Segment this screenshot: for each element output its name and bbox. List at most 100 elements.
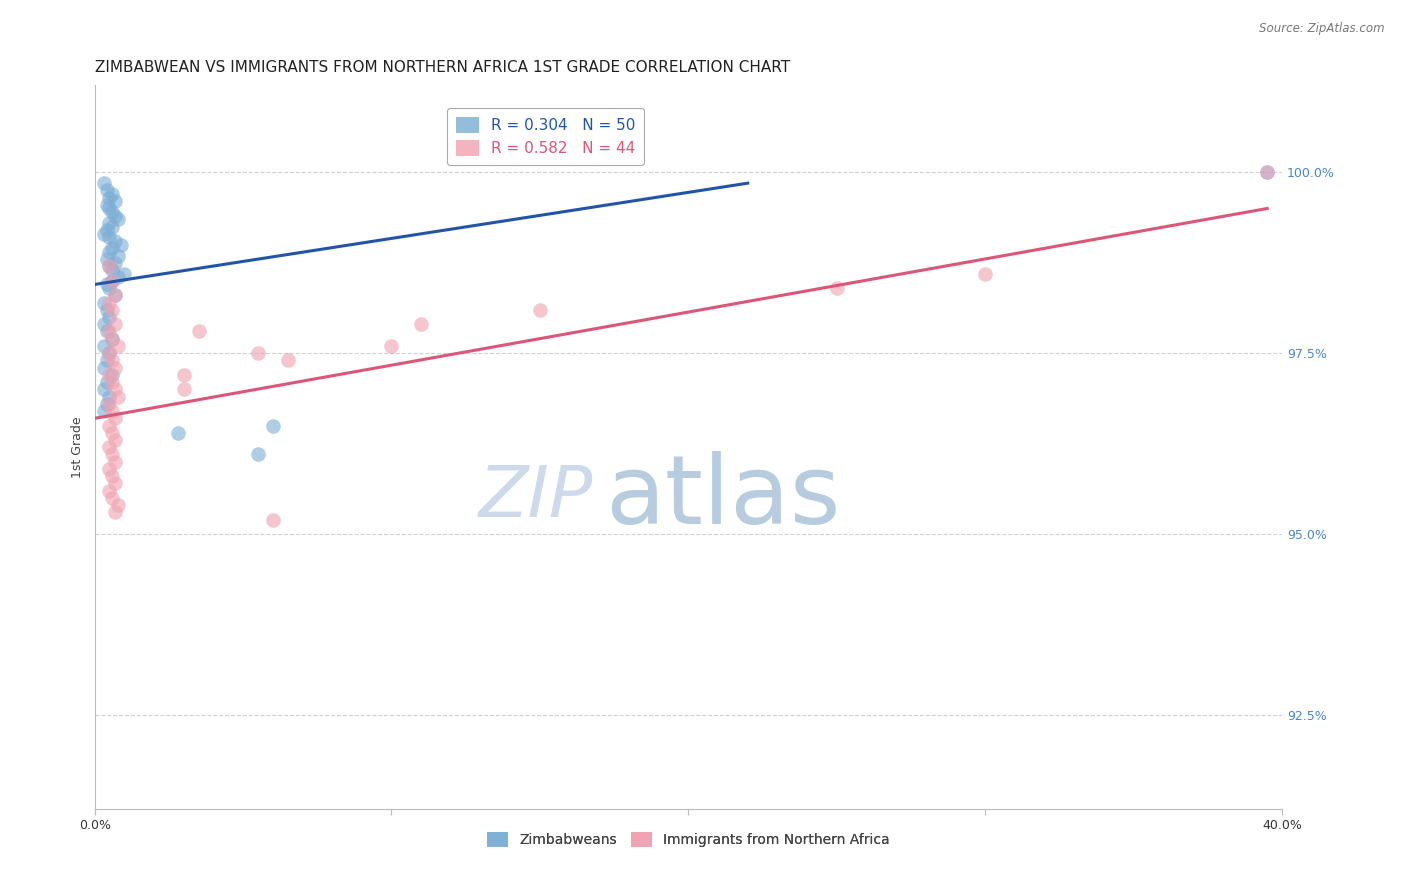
Point: [107, 270, 129, 285]
Text: atlas: atlas: [605, 451, 841, 544]
Point: [96, 397, 118, 411]
Point: [1256, 165, 1278, 179]
Point: [173, 368, 195, 382]
Point: [98, 260, 121, 274]
Point: [98, 483, 121, 498]
Point: [96, 198, 118, 212]
Legend: Zimbabweans, Immigrants from Northern Africa: Zimbabweans, Immigrants from Northern Af…: [482, 826, 894, 853]
Point: [380, 339, 402, 353]
Point: [98, 325, 121, 339]
Point: [98, 244, 121, 259]
Point: [166, 425, 188, 440]
Point: [98, 281, 121, 295]
Point: [101, 368, 124, 382]
Point: [96, 302, 118, 317]
Point: [98, 390, 121, 404]
Point: [101, 274, 124, 288]
Y-axis label: 1st Grade: 1st Grade: [72, 417, 84, 478]
Text: ZIMBABWEAN VS IMMIGRANTS FROM NORTHERN AFRICA 1ST GRADE CORRELATION CHART: ZIMBABWEAN VS IMMIGRANTS FROM NORTHERN A…: [94, 60, 790, 75]
Point: [93, 382, 115, 396]
Point: [110, 237, 132, 252]
Point: [101, 469, 124, 483]
Point: [101, 274, 124, 288]
Point: [98, 191, 121, 205]
Point: [98, 230, 121, 244]
Point: [101, 187, 124, 202]
Point: [96, 223, 118, 237]
Point: [96, 277, 118, 292]
Point: [104, 476, 127, 491]
Point: [262, 512, 284, 526]
Point: [101, 404, 124, 418]
Point: [98, 216, 121, 230]
Point: [107, 339, 129, 353]
Point: [101, 353, 124, 368]
Point: [93, 176, 115, 190]
Point: [93, 295, 115, 310]
Point: [104, 433, 127, 447]
Point: [104, 194, 127, 209]
Point: [101, 491, 124, 505]
Point: [825, 281, 848, 295]
Point: [98, 346, 121, 360]
Point: [98, 202, 121, 216]
Point: [246, 346, 269, 360]
Point: [112, 267, 135, 281]
Point: [1256, 165, 1278, 179]
Point: [104, 411, 127, 425]
Point: [277, 353, 299, 368]
Point: [93, 404, 115, 418]
Point: [93, 339, 115, 353]
Point: [262, 418, 284, 433]
Point: [101, 332, 124, 346]
Point: [974, 267, 997, 281]
Point: [101, 241, 124, 255]
Text: Source: ZipAtlas.com: Source: ZipAtlas.com: [1260, 22, 1385, 36]
Point: [104, 209, 127, 223]
Point: [96, 252, 118, 267]
Point: [96, 375, 118, 389]
Point: [101, 263, 124, 277]
Point: [101, 302, 124, 317]
Point: [104, 505, 127, 519]
Point: [104, 382, 127, 396]
Point: [98, 295, 121, 310]
Point: [96, 183, 118, 197]
Point: [104, 288, 127, 302]
Point: [107, 498, 129, 512]
Point: [98, 346, 121, 360]
Point: [98, 310, 121, 324]
Point: [104, 234, 127, 248]
Point: [107, 390, 129, 404]
Point: [101, 425, 124, 440]
Point: [101, 219, 124, 234]
Point: [96, 325, 118, 339]
Point: [93, 227, 115, 241]
Point: [104, 318, 127, 332]
Point: [98, 368, 121, 382]
Point: [104, 360, 127, 375]
Point: [104, 256, 127, 270]
Point: [98, 397, 121, 411]
Point: [104, 288, 127, 302]
Point: [107, 248, 129, 262]
Point: [93, 360, 115, 375]
Point: [101, 447, 124, 461]
Point: [101, 205, 124, 219]
Point: [96, 353, 118, 368]
Point: [529, 302, 551, 317]
Point: [246, 447, 269, 461]
Point: [98, 440, 121, 454]
Point: [187, 325, 209, 339]
Point: [101, 332, 124, 346]
Point: [173, 382, 195, 396]
Point: [101, 375, 124, 389]
Point: [98, 260, 121, 274]
Text: ZIP: ZIP: [479, 463, 593, 533]
Point: [107, 212, 129, 227]
Point: [411, 318, 433, 332]
Point: [98, 418, 121, 433]
Point: [93, 318, 115, 332]
Point: [104, 455, 127, 469]
Point: [98, 462, 121, 476]
